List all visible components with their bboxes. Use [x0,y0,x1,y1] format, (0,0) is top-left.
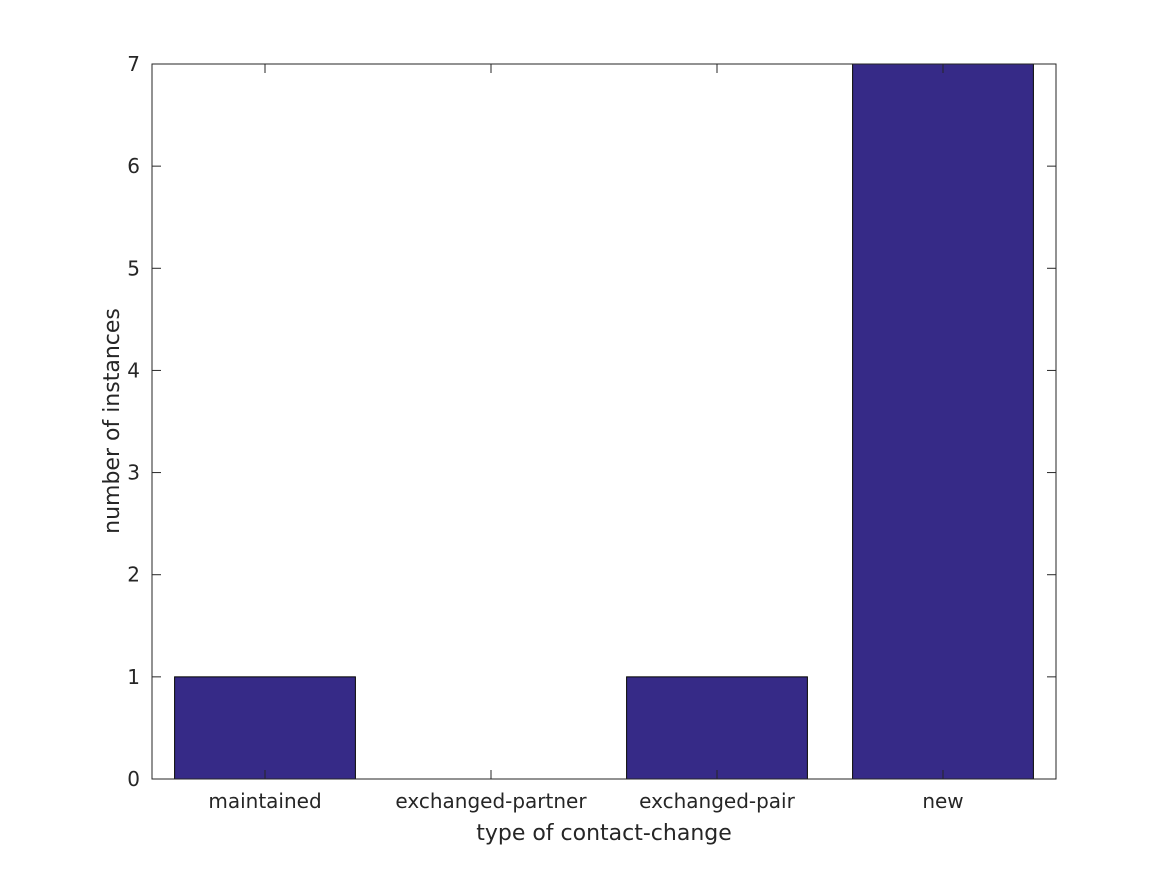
y-axis-label: number of instances [100,308,125,534]
y-tick-label-1: 1 [127,665,140,689]
y-tick-label-0: 0 [127,767,140,791]
y-tick-labels: 0 1 2 3 4 5 6 7 [127,52,140,791]
y-tick-label-5: 5 [127,256,140,280]
bars-group [174,63,1034,780]
bar-new [852,63,1034,780]
bar-exchanged-pair [626,676,808,780]
y-tick-label-4: 4 [127,358,140,382]
y-tick-label-2: 2 [127,563,140,587]
y-tick-label-3: 3 [127,461,140,485]
x-tick-labels: maintained exchanged-partner exchanged-pai… [208,789,963,813]
axes-box [151,63,1057,780]
x-tick-label-exchanged-pair: exchanged-pair [639,789,795,813]
y-tick-label-6: 6 [127,154,140,178]
bar-maintained [174,676,356,780]
x-tick-label-exchanged-partner: exchanged-partner [395,789,587,813]
ticks-group [152,64,1056,779]
x-tick-label-maintained: maintained [208,789,321,813]
x-axis-label: type of contact-change [476,821,732,846]
x-tick-label-new: new [922,789,963,813]
y-tick-label-7: 7 [127,52,140,76]
